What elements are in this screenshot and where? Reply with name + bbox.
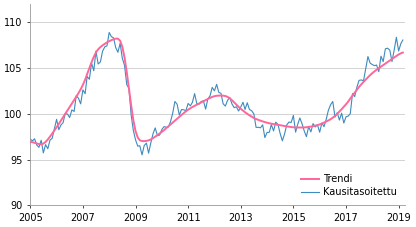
Legend: Trendi, Kausitasoitettu: Trendi, Kausitasoitettu: [298, 172, 400, 200]
Line: Trendi: Trendi: [30, 39, 403, 144]
Line: Kausitasoitettu: Kausitasoitettu: [30, 32, 403, 155]
